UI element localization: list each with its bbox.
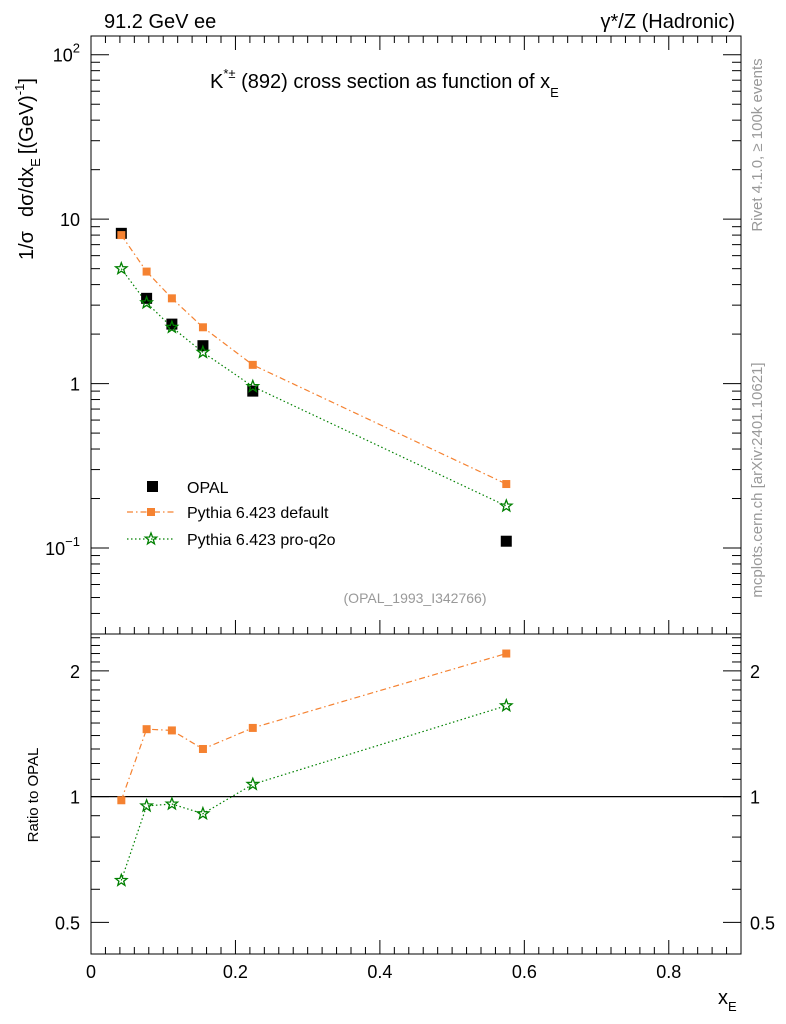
legend-proq2o-label: Pythia 6.423 pro-q2o xyxy=(187,532,336,549)
default-point xyxy=(248,360,257,369)
rivet-label: Rivet 4.1.0, ≥ 100k events xyxy=(749,58,766,231)
legend-opal-marker xyxy=(147,481,158,492)
ratio-y-tick-label: 0.5 xyxy=(55,913,80,933)
default-point xyxy=(142,267,151,276)
x-tick-label: 0.8 xyxy=(656,962,681,982)
proq2o-point xyxy=(139,294,155,310)
ratio-series-line-default xyxy=(120,652,507,801)
header-right: γ*/Z (Hadronic) xyxy=(601,11,735,33)
ratio-panel-frame xyxy=(90,633,742,955)
ratio-proq2o-point xyxy=(139,798,155,813)
ratio-proq2o-point xyxy=(195,805,211,821)
ratio-y-tick-label: 2 xyxy=(70,662,80,682)
mcplots-label: mcplots.cern.ch [arXiv:2401.10621] xyxy=(749,362,766,597)
legend-default-marker xyxy=(147,508,155,516)
opal-point xyxy=(247,385,259,397)
default-point xyxy=(502,480,511,489)
main-y-tick-label: 10−1 xyxy=(45,534,80,559)
main-title: K*± (892) cross section as function of x… xyxy=(210,66,559,100)
ratio-default-point xyxy=(117,796,126,805)
ratio-proq2o-point xyxy=(498,697,514,713)
ratio-series-line-proq2o xyxy=(120,705,507,881)
default-point xyxy=(167,294,176,303)
ratio-y-label: Ratio to OPAL xyxy=(25,748,42,843)
x-tick-label: 0.6 xyxy=(512,962,537,982)
ratio-y-tick-label-right: 1 xyxy=(750,788,760,808)
legend-default-label: Pythia 6.423 default xyxy=(187,505,329,522)
ratio-proq2o-point xyxy=(113,872,129,887)
proq2o-point xyxy=(498,498,514,513)
proq2o-point xyxy=(195,344,211,359)
ratio-y-tick-label-right: 2 xyxy=(750,662,760,682)
ratio-y-tick-label-right: 0.5 xyxy=(750,913,775,933)
default-point xyxy=(117,231,126,240)
legend-proq2o-marker xyxy=(143,531,159,546)
main-series-line-default xyxy=(120,234,507,485)
chart-marks: 0 0.2 0.4 0.6 0.8 10−1 1 10 102 0.5 0.5 1 1 2 2 xyxy=(45,36,775,982)
ratio-default-point xyxy=(198,744,207,753)
opal-point xyxy=(166,318,178,330)
ratio-proq2o-point xyxy=(164,796,180,811)
legend: OPAL Pythia 6.423 default Pythia 6.423 p… xyxy=(127,480,336,549)
default-point xyxy=(198,323,207,332)
main-y-tick-label: 10 xyxy=(60,210,80,230)
ratio-default-point xyxy=(502,649,511,658)
x-tick-label: 0 xyxy=(86,962,96,982)
proq2o-point xyxy=(113,260,129,275)
x-axis-label: xE xyxy=(718,987,737,1014)
main-y-label: 1/σdσ/dxE[(GeV)-1] xyxy=(12,78,43,260)
proq2o-point xyxy=(245,378,261,393)
opal-point xyxy=(500,535,512,547)
x-tick-label: 0.2 xyxy=(223,962,248,982)
header-left: 91.2 GeV ee xyxy=(104,11,216,33)
main-series-line-proq2o xyxy=(120,268,507,507)
ratio-default-point xyxy=(142,725,151,734)
ratio-default-point xyxy=(167,726,176,735)
analysis-watermark: (OPAL_1993_I342766) xyxy=(344,590,487,606)
ratio-default-point xyxy=(248,723,257,732)
proq2o-point xyxy=(164,319,180,334)
main-y-tick-label: 1 xyxy=(70,375,80,395)
legend-opal-label: OPAL xyxy=(187,480,229,497)
x-tick-label: 0.4 xyxy=(367,962,392,982)
ratio-y-tick-label: 1 xyxy=(70,788,80,808)
main-y-tick-label: 102 xyxy=(53,41,80,66)
ratio-proq2o-point xyxy=(245,776,261,791)
